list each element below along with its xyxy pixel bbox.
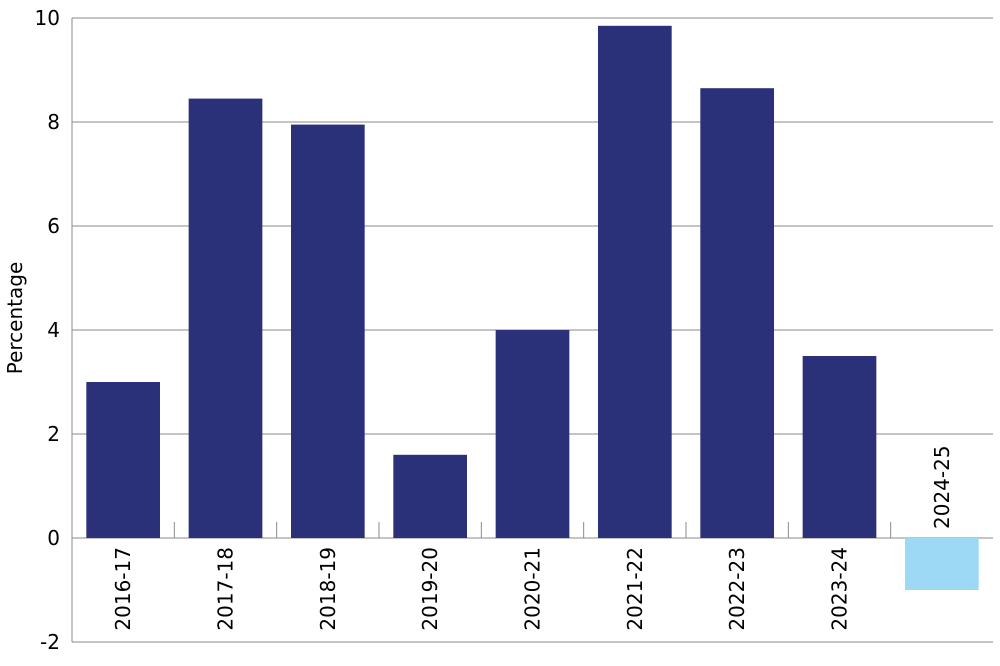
y-tick-label: 10 bbox=[35, 6, 60, 30]
y-tick-label: 4 bbox=[47, 318, 60, 342]
x-tick-label: 2020-21 bbox=[521, 547, 545, 631]
bar bbox=[188, 98, 263, 538]
y-axis-label: Percentage bbox=[3, 262, 27, 375]
y-tick-label: 6 bbox=[47, 214, 60, 238]
bar bbox=[700, 88, 775, 538]
x-tick-label: 2017-18 bbox=[214, 547, 238, 631]
x-tick-label: 2019-20 bbox=[418, 547, 442, 631]
bar bbox=[904, 538, 979, 590]
x-tick-label: 2021-22 bbox=[623, 547, 647, 631]
x-tick-label: 2016-17 bbox=[111, 547, 135, 631]
y-tick-label: 8 bbox=[47, 110, 60, 134]
x-tick-label: 2024-25 bbox=[930, 445, 954, 529]
y-tick-label: -2 bbox=[40, 630, 60, 654]
bar bbox=[495, 330, 570, 538]
x-tick-label: 2023-24 bbox=[828, 547, 852, 631]
bar bbox=[290, 124, 365, 538]
bar bbox=[802, 356, 877, 538]
y-tick-label: 0 bbox=[47, 526, 60, 550]
bar bbox=[597, 25, 672, 539]
bar bbox=[86, 382, 161, 538]
x-tick-label: 2018-19 bbox=[316, 547, 340, 631]
bar bbox=[393, 454, 468, 538]
x-tick-label: 2022-23 bbox=[725, 547, 749, 631]
y-tick-label: 2 bbox=[47, 422, 60, 446]
